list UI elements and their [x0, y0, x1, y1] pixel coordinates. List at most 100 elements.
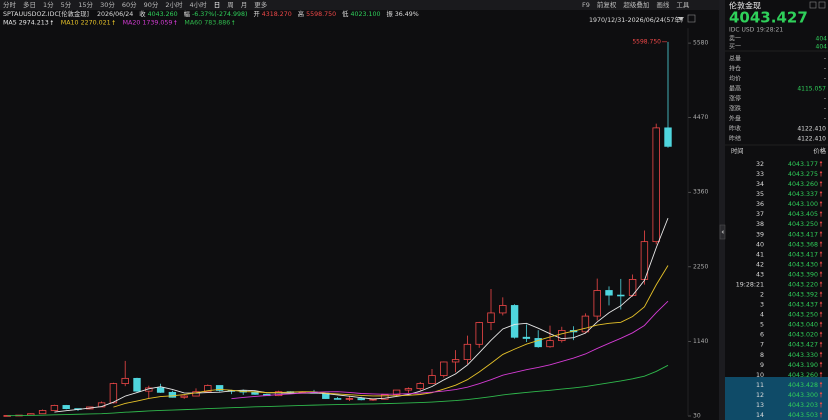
candle-body — [215, 385, 224, 391]
period-tab[interactable]: 月 — [241, 1, 248, 9]
tool-button[interactable]: 工具 — [676, 1, 690, 9]
tool-button[interactable]: 画线 — [656, 0, 670, 9]
trade-arrow — [819, 321, 823, 328]
field-value: 4023.100 — [350, 11, 380, 18]
stat-label: 昨结 — [729, 135, 741, 143]
trade-price: 4043.250 — [788, 312, 818, 319]
candle-body — [133, 377, 141, 392]
y-tick-label: 30 — [693, 413, 701, 420]
trade-price: 4043.405 — [788, 211, 818, 218]
candle-body — [392, 389, 401, 396]
trade-price: 4043.260 — [788, 181, 818, 188]
trade-time: 13 — [756, 402, 764, 409]
stat-label: 外盘 — [729, 115, 741, 123]
trade-time: 33 — [756, 171, 764, 178]
candle-body — [121, 377, 129, 385]
candle-body — [546, 340, 554, 348]
y-tick-label: 3360 — [693, 189, 708, 196]
trade-price: 4043.020 — [788, 332, 818, 339]
candle-body — [357, 398, 365, 401]
ma-name: MA60 — [184, 20, 202, 27]
candle-body — [440, 361, 448, 376]
period-tab[interactable]: 1分 — [43, 0, 54, 9]
period-tab[interactable]: 15分 — [78, 0, 93, 9]
period-tab[interactable]: 5分 — [61, 0, 72, 9]
ma-value: 1739.059 — [142, 20, 172, 27]
trade-price: 4043.437 — [788, 302, 818, 309]
candle-body — [652, 127, 660, 243]
stat-value: - — [824, 106, 826, 113]
candle-body — [416, 383, 424, 389]
trade-arrow — [819, 301, 823, 308]
tool-button[interactable]: 超级叠加 — [623, 0, 649, 9]
trade-price: 4043.203 — [788, 402, 818, 409]
period-tab[interactable]: 多日 — [23, 0, 36, 9]
trade-arrow — [819, 341, 823, 348]
candle-body — [510, 305, 519, 338]
period-tab[interactable]: 4小时 — [190, 0, 208, 9]
ma-value: 783.886 — [204, 20, 230, 27]
trade-time: 36 — [756, 201, 764, 208]
ma-line — [231, 300, 669, 400]
ma-line — [54, 217, 669, 413]
window-icon[interactable] — [809, 1, 817, 9]
trade-price: 4043.040 — [788, 322, 818, 329]
trade-time: 7 — [760, 342, 764, 349]
field-value: -6.37%(-274.998) — [192, 11, 248, 18]
stat-value: - — [824, 76, 826, 83]
trade-price: 4043.100 — [788, 201, 818, 208]
high-label: 5598.750 — [632, 38, 661, 45]
trade-time: 42 — [756, 261, 764, 268]
candle-body — [581, 315, 590, 333]
field-value: 4043.260 — [148, 11, 178, 18]
period-tab[interactable]: 日 — [214, 1, 221, 9]
trade-price: 4043.417 — [788, 231, 818, 238]
range-dropdown[interactable] — [678, 17, 684, 21]
period-tab[interactable]: 90分 — [144, 0, 159, 9]
period-tab[interactable]: 60分 — [122, 0, 137, 9]
trade-arrow — [819, 291, 823, 298]
period-tab[interactable]: 周 — [227, 1, 234, 9]
trade-time: 4 — [760, 312, 764, 319]
tool-button[interactable]: 前复权 — [597, 0, 617, 9]
candle-body — [475, 322, 483, 345]
trade-arrow — [819, 211, 823, 217]
book-value: 404 — [816, 36, 828, 43]
ma-value: 2974.213 — [19, 20, 49, 27]
settings-icon[interactable] — [687, 14, 696, 23]
period-tab[interactable]: 30分 — [100, 0, 115, 9]
trade-time: 10 — [756, 372, 764, 379]
trade-time: 32 — [756, 161, 764, 168]
stat-label: 涨停 — [729, 95, 741, 103]
y-tick-label: 2250 — [693, 263, 708, 270]
trade-arrow — [819, 271, 823, 277]
trade-time: 34 — [756, 181, 764, 188]
trade-time: 5 — [760, 322, 764, 329]
trade-time: 39 — [756, 231, 764, 238]
candle-body — [274, 391, 283, 397]
stat-label: 均价 — [729, 75, 741, 83]
candle-body — [345, 398, 354, 400]
trade-price: 4043.430 — [788, 261, 818, 268]
field-label: 低 — [342, 9, 349, 18]
trade-arrow — [819, 311, 823, 318]
trade-time: 43 — [756, 271, 764, 278]
candle-body — [404, 388, 413, 391]
trade-arrow — [819, 170, 823, 177]
stat-value: - — [824, 56, 826, 63]
trade-price: 4043.427 — [788, 342, 818, 349]
ma-value: 2270.021 — [81, 20, 111, 27]
stat-value: - — [824, 66, 826, 73]
period-tab[interactable]: 2小时 — [165, 0, 183, 9]
window-icon[interactable] — [818, 1, 826, 9]
candle-body — [168, 391, 177, 398]
tool-button[interactable]: F9 — [582, 1, 590, 9]
trade-time: 6 — [760, 332, 764, 339]
quote-name: 伦敦金现 — [729, 1, 761, 11]
stat-value: - — [824, 116, 826, 123]
period-tab[interactable]: 分时 — [3, 0, 17, 9]
period-tab[interactable]: 更多 — [254, 0, 268, 9]
trade-arrow — [819, 241, 823, 247]
trade-time: 3 — [760, 302, 764, 309]
trade-time: 37 — [756, 211, 764, 218]
